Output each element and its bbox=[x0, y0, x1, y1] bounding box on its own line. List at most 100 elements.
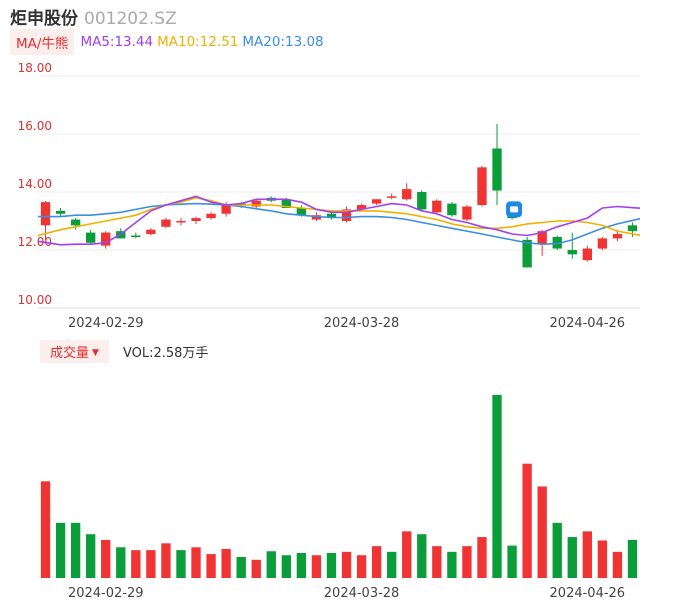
volume-bar[interactable] bbox=[356, 555, 367, 578]
price-x-ticks: 2024-02-29 2024-03-28 2024-04-26 bbox=[68, 316, 625, 331]
volume-bar[interactable] bbox=[447, 551, 457, 578]
ma20-line bbox=[38, 202, 641, 246]
candle[interactable] bbox=[70, 218, 81, 230]
candle-body bbox=[86, 232, 96, 243]
volume-bar[interactable] bbox=[387, 551, 397, 578]
volume-bar[interactable] bbox=[537, 486, 547, 578]
volume-bar[interactable] bbox=[296, 552, 307, 578]
ma-indicator-selector[interactable]: MA/牛熊 bbox=[10, 29, 75, 55]
volume-bar[interactable] bbox=[116, 547, 126, 578]
volume-bar[interactable] bbox=[627, 539, 638, 578]
y-tick-label: 12.00 bbox=[18, 235, 52, 249]
candle[interactable] bbox=[206, 212, 216, 220]
volume-bar[interactable] bbox=[462, 546, 472, 578]
event-marker-glyph bbox=[510, 206, 519, 213]
candle[interactable] bbox=[492, 123, 502, 206]
candle[interactable] bbox=[341, 206, 352, 223]
candle[interactable] bbox=[86, 229, 96, 245]
candle[interactable] bbox=[462, 205, 472, 221]
volume-bar[interactable] bbox=[341, 551, 352, 578]
volume-bar[interactable] bbox=[146, 550, 156, 578]
candle-body bbox=[462, 206, 472, 220]
volume-indicator-selector[interactable]: 成交量 ▼ bbox=[40, 339, 109, 363]
volume-bar[interactable] bbox=[191, 547, 201, 578]
volume-bar[interactable] bbox=[266, 551, 276, 578]
volume-bar[interactable] bbox=[597, 540, 608, 578]
volume-x-tick-label: 2024-02-29 bbox=[68, 586, 144, 601]
volume-bar[interactable] bbox=[236, 556, 246, 578]
volume-bar[interactable] bbox=[281, 555, 291, 578]
volume-bar[interactable] bbox=[432, 546, 442, 578]
ma20-legend: MA20:13.08 bbox=[242, 34, 324, 50]
volume-bar[interactable] bbox=[522, 463, 532, 578]
candle-body bbox=[326, 213, 337, 219]
volume-bar[interactable] bbox=[86, 534, 96, 578]
candle-body bbox=[55, 210, 66, 214]
volume-bar[interactable] bbox=[176, 550, 186, 578]
candle[interactable] bbox=[597, 236, 608, 250]
candle[interactable] bbox=[432, 199, 442, 214]
volume-bar[interactable] bbox=[251, 559, 261, 578]
candle[interactable] bbox=[251, 199, 261, 208]
candle[interactable] bbox=[582, 245, 592, 262]
candle-body bbox=[402, 189, 412, 200]
volume-bar[interactable] bbox=[326, 552, 337, 578]
ma-lines bbox=[37, 195, 641, 246]
candle[interactable] bbox=[417, 190, 427, 211]
stock-code: 001202.SZ bbox=[84, 9, 177, 29]
y-tick-label: 18.00 bbox=[18, 61, 52, 75]
volume-bar[interactable] bbox=[55, 522, 66, 578]
candle[interactable] bbox=[537, 229, 547, 256]
candle[interactable] bbox=[146, 228, 156, 236]
stock-title: 炬申股份 001202.SZ bbox=[10, 4, 177, 29]
candle-body bbox=[447, 203, 457, 216]
volume-bar[interactable] bbox=[206, 554, 216, 578]
candle[interactable] bbox=[161, 218, 171, 229]
candle[interactable] bbox=[387, 193, 397, 200]
volume-bar[interactable] bbox=[131, 550, 141, 578]
volume-bar[interactable] bbox=[101, 539, 111, 578]
candle[interactable] bbox=[131, 232, 141, 239]
candle[interactable] bbox=[101, 231, 111, 249]
candle[interactable] bbox=[402, 183, 412, 201]
candle[interactable] bbox=[552, 235, 562, 251]
candle-body bbox=[131, 235, 141, 237]
candle[interactable] bbox=[371, 199, 382, 206]
volume-bar[interactable] bbox=[402, 531, 412, 578]
ma5-legend: MA5:13.44 bbox=[80, 34, 154, 50]
candle-body bbox=[612, 234, 623, 239]
volume-bar[interactable] bbox=[70, 522, 81, 578]
candle[interactable] bbox=[176, 218, 186, 226]
volume-bar[interactable] bbox=[417, 534, 427, 578]
volume-bar[interactable] bbox=[371, 546, 382, 578]
ma5-line bbox=[37, 195, 641, 246]
candle-body bbox=[356, 205, 367, 210]
volume-bar[interactable] bbox=[311, 555, 322, 578]
volume-bar[interactable] bbox=[40, 481, 51, 578]
volume-bar[interactable] bbox=[552, 522, 562, 578]
candle[interactable] bbox=[55, 207, 66, 217]
candle-body bbox=[492, 148, 502, 191]
volume-bar[interactable] bbox=[221, 548, 231, 578]
stock-name: 炬申股份 bbox=[10, 9, 78, 29]
candle-body bbox=[387, 196, 397, 198]
y-tick-label: 14.00 bbox=[18, 177, 52, 191]
candle-body bbox=[597, 238, 608, 249]
candle[interactable] bbox=[191, 216, 201, 224]
candle[interactable] bbox=[477, 165, 487, 207]
volume-bar[interactable] bbox=[582, 531, 592, 578]
volume-bar[interactable] bbox=[477, 537, 487, 578]
volume-x-ticks: 2024-02-29 2024-03-28 2024-04-26 bbox=[68, 586, 625, 601]
volume-bar[interactable] bbox=[161, 543, 171, 578]
candle[interactable] bbox=[567, 232, 577, 259]
candle-body bbox=[537, 231, 547, 245]
candle-body bbox=[40, 202, 51, 226]
y-tick-label: 10.00 bbox=[18, 293, 52, 307]
volume-bar[interactable] bbox=[507, 545, 517, 578]
candle-body bbox=[341, 209, 352, 221]
volume-bar[interactable] bbox=[567, 537, 577, 578]
volume-bar[interactable] bbox=[612, 551, 623, 578]
volume-bar[interactable] bbox=[492, 394, 502, 578]
candle[interactable] bbox=[447, 202, 457, 217]
